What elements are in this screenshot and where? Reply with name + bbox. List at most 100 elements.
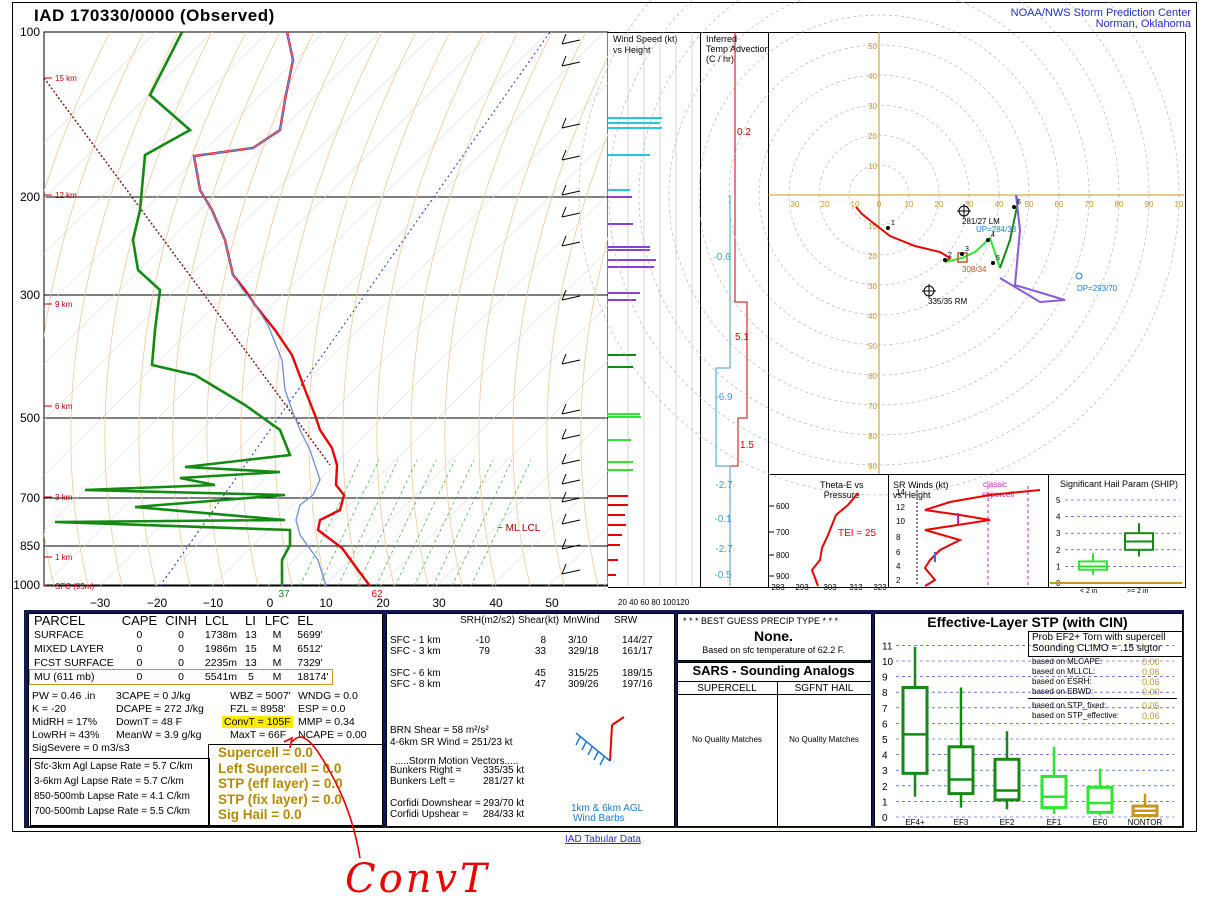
- temp-adv-warm: [729, 32, 748, 586]
- vector-label: Corfidi Upshear =: [390, 809, 469, 820]
- hodo-x-label-11: 80: [1115, 200, 1124, 209]
- stp-box-3: [1040, 774, 1068, 810]
- sfc-t-label: 62: [371, 589, 383, 600]
- stp-box-1: [947, 745, 975, 796]
- wind-barb-0: [561, 39, 581, 45]
- wind-barb-flag-8: [561, 353, 567, 365]
- isotherm-0: [44, 32, 605, 586]
- parcel-index: PW = 0.46 .in: [32, 690, 96, 702]
- page-title: IAD 170330/0000 (Observed): [34, 6, 275, 25]
- sounding-frame: [12, 2, 1197, 832]
- sr-classic: classic: [983, 480, 1007, 489]
- hodo-3-6km: [944, 236, 1001, 269]
- sr-y-2: 10: [896, 517, 905, 526]
- temp-adv-val-4: 1.5: [740, 440, 754, 451]
- dry-adiabat-4: [138, 32, 247, 586]
- wind-speed-bars: [608, 32, 693, 586]
- stp-prob-box: Prob EF2+ Torn with supercell Sounding CL…: [1028, 631, 1183, 657]
- stp-row-label: based on MLLCL:: [1032, 667, 1096, 676]
- pressure-label-100: 100: [20, 25, 40, 39]
- temp-adv-val-1: -0.6: [713, 252, 731, 263]
- storm-motion-title: .....Storm Motion Vectors.....: [395, 756, 519, 767]
- wind-barb-flag-10: [561, 428, 567, 440]
- wind-barb-1: [561, 61, 581, 67]
- pressure-label-850: 850: [20, 539, 40, 553]
- barb-1km-f2: [581, 741, 587, 751]
- theta-e-line: [810, 492, 859, 587]
- tabular-data-link[interactable]: IAD Tabular Data: [565, 834, 641, 845]
- hodo-ring-label-9: 50: [868, 342, 877, 351]
- precip-title: * * * BEST GUESS PRECIP TYPE * * *: [683, 616, 839, 626]
- virtual-temp-line: [193, 32, 327, 586]
- theta-p-3: 900: [776, 572, 790, 581]
- parcel-cell: 5699': [297, 629, 323, 641]
- dry-adiabat-8: [274, 32, 383, 586]
- mixing-ratio-7: [432, 459, 494, 586]
- hodo-dn-label: DP=293/70: [1077, 284, 1118, 293]
- brn-shear: BRN Shear = 58 m²/s²: [390, 725, 489, 736]
- stp-box-0: [901, 686, 929, 775]
- temp-adv-val-6: -0.1: [714, 514, 732, 525]
- wind-barb-flag-12: [561, 473, 567, 485]
- hodo-ring-label-10: 60: [868, 372, 877, 381]
- parcel-cell: M: [272, 643, 282, 655]
- sr-title2: vs Height: [893, 490, 931, 500]
- hodo-ring-label-4: 10: [868, 162, 877, 171]
- ship-lt: < 2 in: [1080, 588, 1097, 595]
- hodo-lm-label: 281/27 LM: [962, 217, 1000, 226]
- barb-1km-f4: [593, 751, 599, 761]
- vector-label: Bunkers Right =: [390, 765, 462, 776]
- kin-cell: 161/17: [622, 646, 653, 657]
- wind-barb-flag-11: [561, 453, 567, 465]
- parcel-cell: 13: [245, 657, 257, 669]
- sr-title: SR Winds (kt) vs Height: [893, 480, 949, 500]
- pressure-label-1000: 1000: [13, 578, 40, 592]
- stp-ytick-5: 5: [882, 735, 888, 746]
- height-label-1: 12 km: [55, 191, 77, 200]
- stp-prob1: Prob EF2+ Torn with supercell: [1032, 632, 1166, 643]
- parcel-cell: 6512': [297, 643, 323, 655]
- parcel-index: 3CAPE = 0 J/kg: [116, 690, 191, 702]
- parcel-index: DownT = 48 F: [116, 716, 183, 728]
- dry-adiabat-14: [478, 32, 587, 586]
- hodo-hgt-2: 3: [965, 246, 969, 253]
- ship-panel: [1048, 474, 1186, 588]
- wind-barb-flag-5: [561, 206, 567, 218]
- lapse-rates: Sfc-3km Agl Lapse Rate = 5.7 C/km 3-6km A…: [30, 758, 210, 826]
- ship-y-1: 1: [1056, 562, 1061, 571]
- stp-box-2: [993, 757, 1021, 802]
- mixing-ratio-4: [375, 459, 437, 586]
- hodo-hgt-3: 4: [991, 232, 995, 239]
- parcel-row: MU (611 mb) 0 0 5541m 5 M 18174': [28, 669, 334, 685]
- theta-title: Theta-E vs Pressure: [820, 480, 864, 500]
- temp-tick-6: 30: [432, 596, 446, 610]
- temp-adv-graph: 0.2 -0.6 5.1 -6.9 1.5 -2.7 -0.1 -2.7 -0.5: [713, 32, 754, 586]
- isotherm--8: [44, 32, 157, 144]
- wind-speed-title2: vs Height: [613, 45, 651, 55]
- hodo-pt-0: [886, 226, 890, 230]
- stp-row-label: based on EBWD:: [1032, 687, 1094, 696]
- pressure-label-700: 700: [20, 491, 40, 505]
- hodo-hgt-0: 1: [891, 220, 895, 227]
- hodo-rm-label: 335/35 RM: [928, 297, 967, 306]
- wind-barb-10: [561, 434, 581, 440]
- stp-row-value: 0.06: [1142, 677, 1160, 687]
- parcel-cell: 0: [178, 657, 184, 669]
- wind-barb-9: [561, 409, 581, 415]
- composite-param: Supercell = 0.0: [218, 745, 313, 760]
- hodo-x-label-1: 20: [821, 200, 830, 209]
- stp-ytick-11: 11: [882, 641, 893, 652]
- el-header: EL: [297, 613, 314, 628]
- sars-divider2: [677, 694, 871, 695]
- kinematics-panel: [386, 613, 675, 827]
- kin-cell: SFC - 8 km: [390, 679, 441, 690]
- hodo-9-12km: [999, 194, 1066, 304]
- parcel-row: SURFACE 0 0 1738m 13 M 5699': [30, 628, 332, 642]
- parcel-cell: M: [272, 629, 282, 641]
- temp-tick-5: 20: [376, 596, 390, 610]
- kin-header: MnWind: [563, 615, 600, 626]
- temp-adv-val-3: -6.9: [715, 392, 733, 403]
- wind-barb-11: [561, 459, 581, 465]
